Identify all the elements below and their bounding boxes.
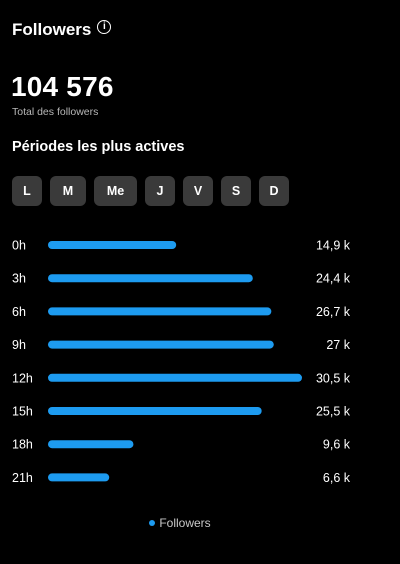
hour-label: 3h	[12, 272, 26, 286]
value-label: 26,7 k	[316, 305, 351, 319]
day-button-sunday[interactable]: D	[259, 176, 289, 206]
total-followers-value: 104 576	[11, 71, 114, 102]
value-label: 25,5 k	[316, 405, 351, 419]
value-label: 14,9 k	[316, 239, 351, 253]
value-label: 30,5 k	[316, 371, 351, 385]
hour-label: 15h	[12, 405, 33, 419]
value-label: 6,6 k	[323, 471, 351, 485]
active-periods-title: Périodes les plus actives	[12, 139, 185, 155]
value-label: 24,4 k	[316, 272, 351, 286]
info-icon[interactable]: i	[97, 20, 112, 34]
hour-label: 0h	[12, 239, 26, 253]
total-followers-label: Total des followers	[12, 106, 99, 118]
day-button-friday[interactable]: V	[183, 176, 213, 206]
hour-label: 6h	[12, 305, 26, 319]
hour-label: 21h	[12, 471, 33, 485]
day-button-tuesday[interactable]: M	[50, 176, 86, 206]
card-title: Followers	[12, 20, 92, 39]
value-label: 27 k	[326, 338, 350, 352]
legend-swatch	[149, 520, 156, 526]
chart-legend: Followers	[0, 516, 360, 530]
legend-label: Followers	[159, 516, 211, 530]
card-header: Followers i	[12, 20, 112, 40]
value-label: 9,6 k	[323, 438, 351, 452]
active-periods-chart: 0h 14,9 k 3h 24,4 k 6h 26,7 k 9h 27 k 12h 30,5 k 1…	[12, 239, 351, 485]
day-button-wednesday[interactable]: Me	[94, 176, 137, 206]
hour-label: 9h	[12, 338, 26, 352]
hour-label: 12h	[12, 371, 33, 385]
hour-label: 18h	[12, 438, 33, 452]
day-selector: L M Me J V S D	[12, 176, 289, 206]
day-button-monday[interactable]: L	[12, 176, 42, 206]
day-button-thursday[interactable]: J	[145, 176, 175, 206]
day-button-saturday[interactable]: S	[221, 176, 251, 206]
